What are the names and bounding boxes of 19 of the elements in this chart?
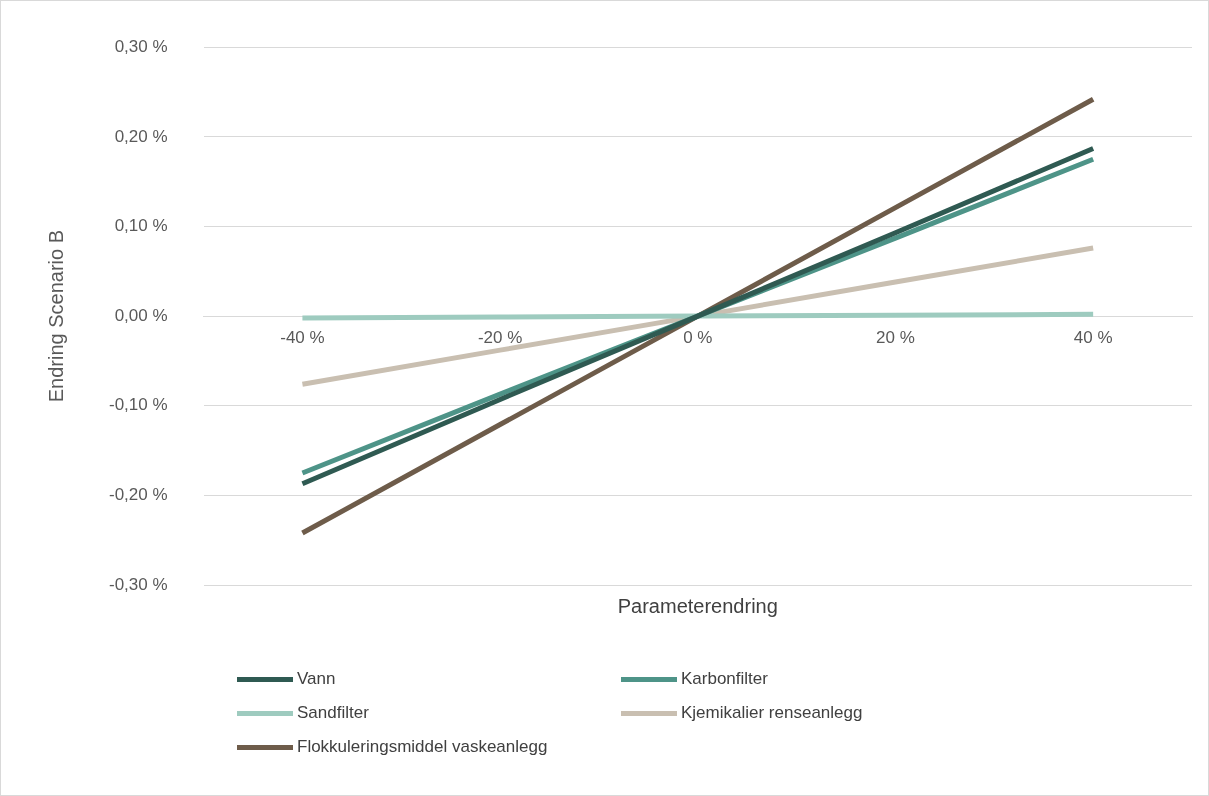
x-tick-label: -20 %	[477, 327, 523, 347]
x-tick-label: 40 %	[1073, 327, 1113, 347]
y-tick-label: -0,20 %	[108, 485, 168, 505]
x-tick-label: 0 %	[683, 327, 713, 347]
y-tick-label: -0,10 %	[108, 395, 168, 415]
x-tick-label: -40 %	[280, 327, 325, 347]
y-axis-title: Endring Scenario B	[44, 229, 67, 403]
y-tick-label: 0,10 %	[114, 216, 168, 236]
legend-label: Sandfilter	[297, 703, 369, 723]
x-tick-label: 20 %	[876, 327, 915, 347]
x-axis-title: Parameterendring	[617, 594, 778, 617]
y-tick-label: 0,30 %	[114, 36, 168, 56]
y-tick-label: 0,00 %	[114, 305, 168, 325]
legend-label: Vann	[297, 669, 336, 689]
legend-label: Karbonfilter	[681, 669, 768, 689]
y-tick-label: -0,30 %	[108, 574, 168, 594]
legend-label: Flokkuleringsmiddel vaskeanlegg	[297, 737, 548, 757]
y-tick-label: 0,20 %	[114, 126, 168, 146]
legend-label: Kjemikalier renseanlegg	[681, 703, 863, 723]
